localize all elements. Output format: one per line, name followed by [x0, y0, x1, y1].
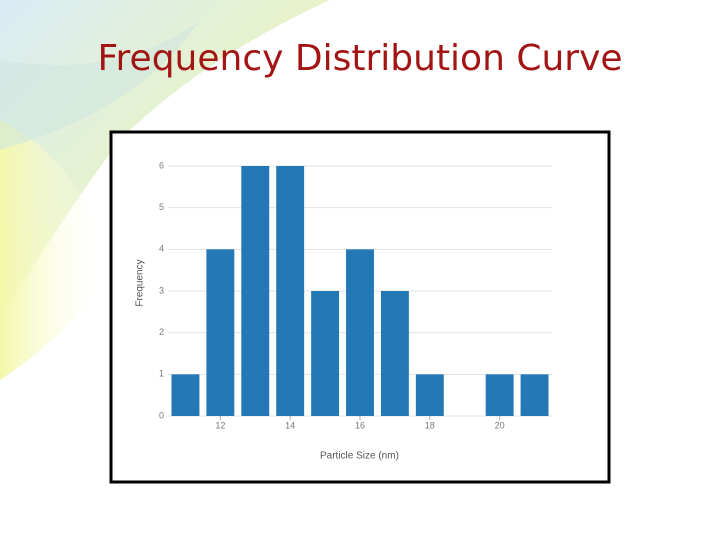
x-tick-label: 16: [355, 420, 365, 430]
bar: [171, 374, 200, 416]
bar: [276, 166, 305, 416]
x-axis-label: Particle Size (nm): [320, 451, 399, 462]
chart-title: Frequency Distribution Curve: [97, 38, 622, 79]
bar: [206, 249, 235, 416]
bar: [241, 166, 270, 416]
y-tick-label: 1: [159, 369, 164, 379]
y-tick-label: 0: [159, 410, 164, 420]
bar: [415, 374, 444, 416]
y-tick-label: 3: [159, 285, 164, 295]
bar: [346, 249, 374, 416]
x-tick-label: 12: [215, 420, 225, 430]
x-tick-label: 20: [495, 420, 505, 430]
decoration: [0, 120, 110, 380]
x-tick-label: 18: [425, 420, 435, 430]
bar: [485, 374, 514, 416]
y-tick-label: 6: [159, 160, 164, 170]
bar: [380, 291, 409, 416]
x-tick-label: 14: [285, 420, 295, 430]
decoration: [0, 20, 200, 150]
bar: [311, 291, 340, 416]
y-tick-label: 5: [159, 202, 164, 212]
bar: [520, 374, 549, 416]
y-tick-label: 2: [159, 327, 164, 337]
y-axis-label: Frequency: [135, 259, 146, 306]
y-tick-label: 4: [159, 244, 164, 254]
